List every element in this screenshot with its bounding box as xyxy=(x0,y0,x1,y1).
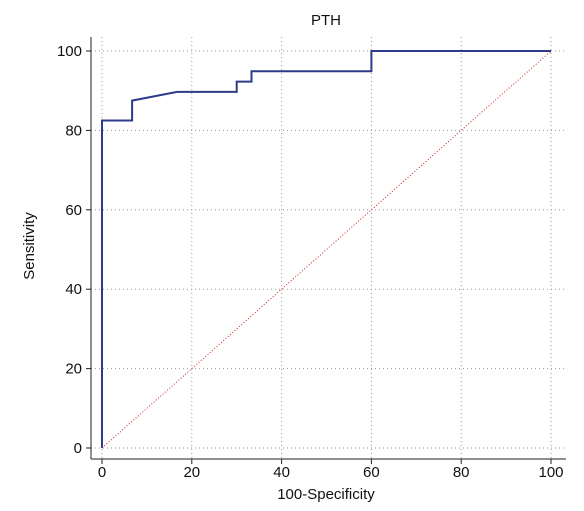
y-tick-label: 0 xyxy=(74,440,82,457)
x-tick-label: 0 xyxy=(98,464,106,481)
y-tick-label: 40 xyxy=(65,281,82,298)
axes xyxy=(86,37,566,464)
x-tick-label: 20 xyxy=(183,464,200,481)
tick-labels: 0 20 40 60 80 100 0 20 40 60 80 100 xyxy=(57,43,564,481)
y-axis-label: Sensitivity xyxy=(21,212,38,280)
y-tick-label: 100 xyxy=(57,43,82,60)
roc-curve-line xyxy=(101,50,551,448)
x-tick-label: 60 xyxy=(363,464,380,481)
x-tick-label: 100 xyxy=(538,464,563,481)
reference-diagonal-line xyxy=(101,50,552,449)
plot-series xyxy=(101,50,552,449)
x-tick-label: 80 xyxy=(453,464,470,481)
x-axis-label: 100-Specificity xyxy=(277,486,375,503)
y-tick-label: 80 xyxy=(65,122,82,139)
x-tick-label: 40 xyxy=(273,464,290,481)
chart-title: PTH xyxy=(311,12,341,29)
y-tick-label: 60 xyxy=(65,202,82,219)
y-tick-label: 20 xyxy=(65,361,82,378)
grid xyxy=(91,37,566,459)
